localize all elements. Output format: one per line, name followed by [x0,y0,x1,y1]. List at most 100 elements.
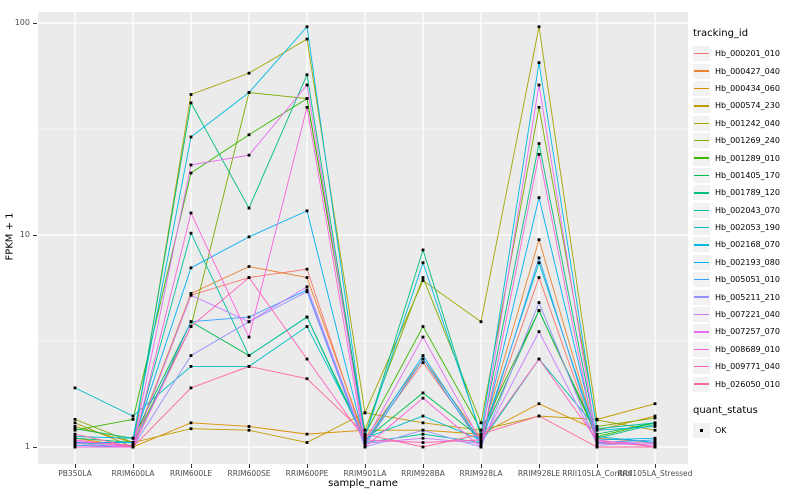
data-point [305,325,309,328]
data-point [189,320,193,324]
data-point [595,445,599,449]
data-point [305,357,309,361]
legend-item-Hb_002193_080: Hb_002193_080 [693,254,780,271]
data-point [189,163,193,167]
data-point [653,416,657,420]
data-point [363,435,367,438]
data-point [73,425,77,428]
data-point [189,93,193,96]
legend-label: Hb_002053_190 [715,223,780,233]
x-tick-label: RRII105LA_Stressed [617,469,693,478]
data-point [595,418,599,422]
y-tick-label: 10 [19,230,30,239]
data-point [305,73,309,77]
data-point [189,364,193,368]
legend-label: Hb_008689_010 [715,344,780,354]
line-swatch-icon [693,359,710,375]
data-point [247,364,251,368]
x-tick-mark [539,464,540,468]
data-point [73,428,77,432]
x-tick-label: RRIM928BA [401,469,445,478]
x-tick-label: RRIM600LA [111,469,155,478]
legend-label: Hb_000201_010 [715,49,780,59]
legend-item-Hb_008689_010: Hb_008689_010 [693,341,780,358]
line-swatch-icon [693,63,710,79]
legend-label: Hb_026050_010 [715,379,780,389]
legend-item-Hb_002168_070: Hb_002168_070 [693,236,780,253]
data-point [537,357,541,361]
data-point [73,443,77,447]
data-point [537,261,541,265]
legend-item-Hb_005211_210: Hb_005211_210 [693,288,780,305]
data-point [421,432,425,436]
y-tick-mark [33,235,37,236]
data-point [247,320,251,324]
data-point [363,443,367,447]
x-axis-title: sample_name [328,478,398,489]
data-point [421,357,425,361]
data-point [363,441,367,445]
line-swatch-icon [693,167,710,183]
line-swatch-icon [693,150,710,166]
x-tick-mark [307,464,308,468]
data-point [421,391,425,395]
x-tick-mark [249,464,250,468]
data-point [421,335,425,339]
data-point [537,142,541,145]
data-point [595,435,599,438]
legend-item-Hb_001289_010: Hb_001289_010 [693,149,780,166]
data-point [305,377,309,381]
legend-label: Hb_002193_080 [715,257,780,267]
data-points [73,25,657,449]
y-tick-label: 100 [14,18,30,27]
data-point [305,288,309,292]
legend-item-Hb_007221_040: Hb_007221_040 [693,306,780,323]
data-point [595,438,599,442]
data-point [363,411,367,415]
data-point [189,293,193,297]
x-tick-label: RRIM600LE [169,469,213,478]
plot-panel [38,12,688,464]
data-point [537,301,541,304]
legend-item-Hb_001269_240: Hb_001269_240 [693,132,780,149]
data-point [479,435,483,438]
legend-label: Hb_002043_070 [715,205,780,215]
data-point [305,105,309,109]
data-point [73,440,77,444]
legend-label: Hb_001405_170 [715,170,780,180]
data-point [131,441,135,444]
data-point [305,25,309,29]
data-point [305,267,309,271]
data-point [479,445,483,449]
legend-label: Hb_007221_040 [715,310,780,320]
data-point [189,354,193,357]
line-swatch-icon [693,98,710,114]
data-point [247,71,251,75]
data-point [363,428,367,432]
legend-item-Hb_026050_010: Hb_026050_010 [693,375,780,392]
data-point [595,427,599,431]
x-tick-label: RRIM600PE [285,469,329,478]
legend-item-Hb_001242_040: Hb_001242_040 [693,115,780,132]
data-point [479,441,483,445]
legend-item-Hb_005051_010: Hb_005051_010 [693,271,780,288]
data-point [363,440,367,444]
data-point [479,440,483,444]
legend-label: Hb_000434_060 [715,83,780,93]
data-point [73,441,77,445]
data-point [537,276,541,279]
data-point [653,421,657,425]
data-point [479,443,483,447]
legend-label: Hb_000427_040 [715,66,780,76]
x-tick-mark [365,464,366,468]
data-point [595,443,599,447]
x-tick-mark [75,464,76,468]
line-swatch-icon [693,289,710,305]
data-point [131,436,135,440]
y-tick-mark [33,23,37,24]
data-point [479,320,483,324]
x-tick-label: RRIM600SE [227,469,271,478]
data-point [421,414,425,418]
data-point [305,432,309,436]
